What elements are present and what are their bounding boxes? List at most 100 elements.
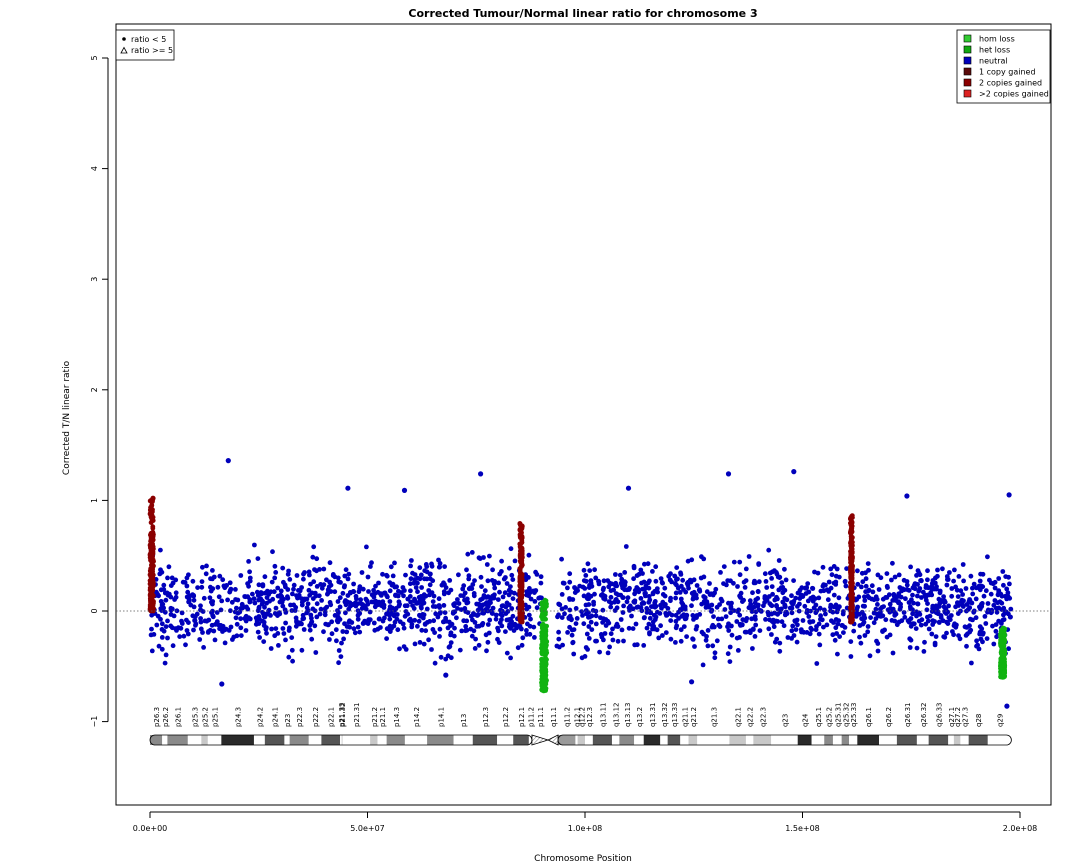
ideogram-band <box>753 735 772 745</box>
data-point <box>937 590 943 596</box>
data-point <box>669 612 675 618</box>
band-label: p11.2 <box>527 707 535 727</box>
data-point <box>799 585 805 591</box>
ideogram-band <box>592 735 612 745</box>
data-point <box>159 646 165 652</box>
data-point <box>776 558 782 563</box>
data-point <box>783 577 789 583</box>
data-point <box>527 586 532 591</box>
data-point <box>652 617 658 622</box>
data-point <box>600 620 605 625</box>
data-point <box>519 616 524 622</box>
data-point <box>219 598 225 604</box>
data-point <box>332 589 338 595</box>
data-point <box>660 592 666 597</box>
chart-title: Corrected Tumour/Normal linear ratio for… <box>408 7 757 20</box>
data-point <box>402 603 408 609</box>
data-point <box>983 588 989 594</box>
data-point <box>226 628 232 633</box>
data-point <box>911 621 917 627</box>
data-point <box>970 585 975 591</box>
data-point <box>794 639 800 645</box>
data-point <box>622 570 628 575</box>
data-point <box>352 630 358 636</box>
shape-legend-box <box>115 29 175 61</box>
data-point <box>233 597 239 602</box>
data-point <box>342 573 348 579</box>
ideogram-band <box>968 735 988 745</box>
ideogram-band <box>404 735 428 745</box>
data-point <box>889 577 894 583</box>
ideogram-band <box>811 735 825 745</box>
data-point <box>709 607 715 613</box>
data-point <box>837 604 842 610</box>
data-point <box>756 561 762 566</box>
data-point <box>359 570 365 575</box>
data-point <box>367 609 373 615</box>
data-point <box>929 609 935 614</box>
data-point <box>502 590 508 596</box>
data-point <box>623 544 629 549</box>
data-point <box>412 598 418 603</box>
data-point <box>696 587 702 593</box>
data-point <box>823 611 828 617</box>
data-point <box>376 580 381 586</box>
data-point <box>658 576 664 581</box>
data-point <box>849 513 855 518</box>
data-point <box>251 596 257 602</box>
data-point <box>332 574 338 580</box>
data-point <box>647 615 653 621</box>
data-point <box>683 589 689 595</box>
data-point <box>674 582 679 588</box>
data-point <box>180 579 186 585</box>
data-point <box>771 624 777 630</box>
data-point <box>478 471 484 477</box>
data-point <box>149 606 154 612</box>
data-point <box>243 628 249 633</box>
band-label: p25.3 <box>192 707 200 727</box>
data-point <box>832 637 838 643</box>
data-point <box>682 616 688 622</box>
data-point <box>867 653 873 659</box>
data-point <box>652 599 658 604</box>
data-point <box>781 623 787 629</box>
data-point <box>526 612 532 618</box>
data-point <box>692 644 697 649</box>
data-point <box>865 624 871 629</box>
data-point <box>311 579 317 585</box>
data-point <box>690 613 696 618</box>
data-point <box>543 681 549 687</box>
y-tick-label: 5 <box>90 55 99 60</box>
data-point <box>855 581 861 587</box>
data-point <box>481 610 487 616</box>
data-point <box>443 672 449 678</box>
data-point <box>747 604 753 610</box>
data-point <box>929 631 935 637</box>
data-point <box>893 594 899 600</box>
data-point <box>472 578 477 583</box>
data-point <box>608 600 614 606</box>
data-point <box>957 636 963 642</box>
data-point <box>158 547 163 553</box>
data-point <box>885 607 891 613</box>
data-point <box>273 570 279 575</box>
data-point <box>570 639 576 645</box>
data-point <box>360 602 366 607</box>
data-point <box>875 572 881 578</box>
data-point <box>418 613 423 619</box>
data-point <box>970 591 976 597</box>
band-label: q25.1 <box>815 707 823 727</box>
x-tick-label: 0.0e+00 <box>133 824 168 833</box>
data-point <box>769 576 774 581</box>
data-point <box>621 638 626 644</box>
data-point <box>210 568 215 573</box>
data-point <box>608 594 614 600</box>
data-point <box>746 554 752 559</box>
data-point <box>511 628 517 633</box>
data-point <box>826 579 832 585</box>
data-point <box>630 626 636 631</box>
data-point <box>508 655 513 661</box>
data-point <box>673 618 679 624</box>
data-point <box>769 584 775 589</box>
data-point <box>408 576 414 582</box>
